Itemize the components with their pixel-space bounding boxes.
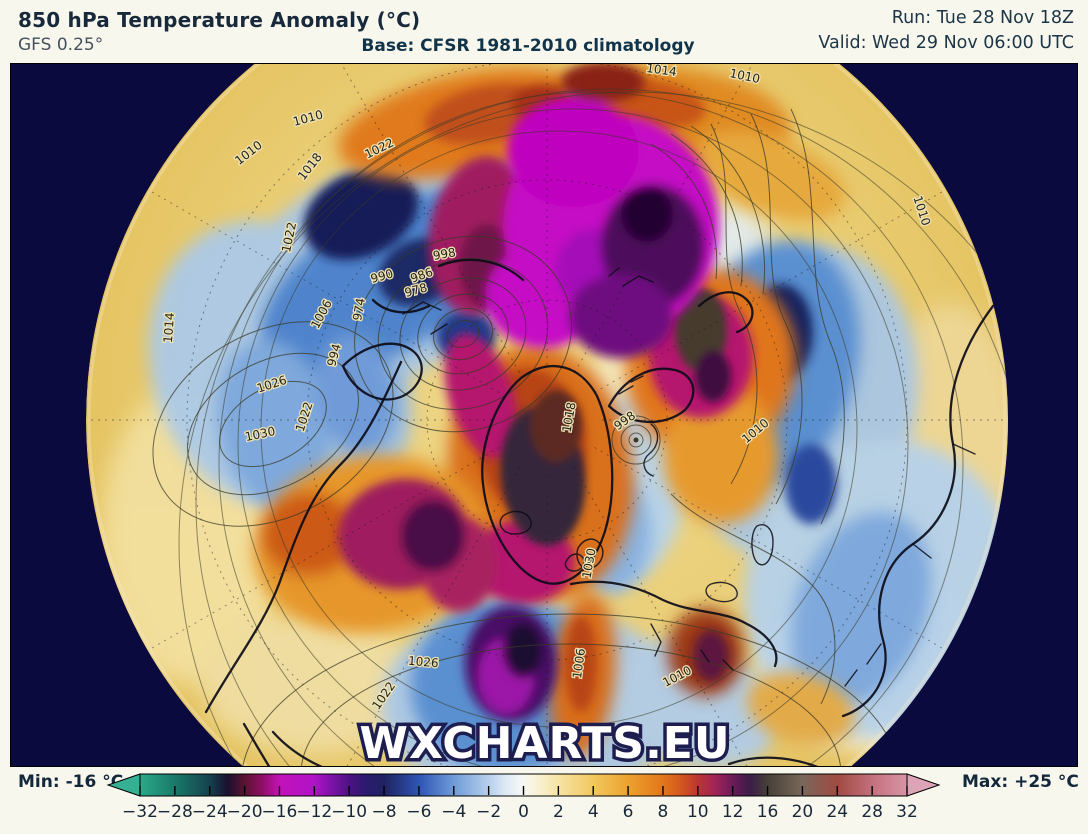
svg-text:10: 10 [687, 802, 709, 822]
svg-text:−6: −6 [406, 802, 431, 822]
globe-rim-glow [87, 64, 1007, 766]
svg-text:4: 4 [588, 802, 599, 822]
svg-text:−28: −28 [157, 802, 193, 822]
svg-text:−16: −16 [262, 802, 298, 822]
anomaly-cold-atlantic-purple [465, 606, 557, 722]
colorbar-tick-labels: −32−28−24−20−16−12−10 −8 −6 −4 −2 0 2 4 6 8 10 12 16… [122, 802, 918, 822]
svg-text:1014: 1014 [161, 312, 177, 343]
svg-text:998: 998 [432, 245, 457, 263]
coastlines [204, 258, 995, 766]
colorbar-right-arrow [906, 773, 941, 797]
model-label: GFS 0.25° [18, 35, 104, 55]
page-title: 850 hPa Temperature Anomaly (°C) [18, 8, 421, 32]
map-frame: 1014 1010 1010 1010 1018 1022 1022 1014 1006 1026… [10, 63, 1078, 767]
svg-text:−4: −4 [441, 802, 466, 822]
svg-text:0: 0 [518, 802, 529, 822]
colorbar-max-label: Max: +25 °C [962, 772, 1079, 792]
valid-label: Valid: Wed 29 Nov 06:00 UTC [818, 33, 1074, 53]
colorbar: −32−28−24−20−16−12−10 −8 −6 −4 −2 0 2 4 6 8 10 12 16… [106, 773, 941, 822]
pressure-contours [152, 88, 1008, 766]
svg-text:−10: −10 [331, 802, 367, 822]
svg-text:−8: −8 [372, 802, 397, 822]
svg-text:1006: 1006 [570, 647, 588, 679]
svg-text:−32: −32 [122, 802, 158, 822]
base-climatology-label: Base: CFSR 1981-2010 climatology [361, 36, 695, 56]
anomaly-cold-magenta-pool [485, 64, 719, 358]
svg-text:28: 28 [861, 802, 883, 822]
svg-text:32: 32 [896, 802, 918, 822]
svg-text:6: 6 [623, 802, 634, 822]
svg-text:16: 16 [757, 802, 779, 822]
svg-text:8: 8 [658, 802, 669, 822]
svg-text:2: 2 [553, 802, 564, 822]
svg-text:−24: −24 [192, 802, 228, 822]
svg-text:1030: 1030 [580, 547, 599, 580]
svg-text:−2: −2 [476, 802, 501, 822]
colorbar-left-arrow [106, 773, 141, 797]
colorbar-ticks [139, 786, 908, 795]
watermark: WXCHARTS.EU [359, 718, 730, 766]
svg-text:20: 20 [792, 802, 814, 822]
svg-text:−20: −20 [227, 802, 263, 822]
colorbar-min-label: Min: -16 °C [18, 772, 124, 792]
svg-text:24: 24 [826, 802, 848, 822]
svg-text:12: 12 [722, 802, 744, 822]
run-label: Run: Tue 28 Nov 18Z [891, 8, 1074, 28]
svg-text:974: 974 [350, 297, 368, 322]
svg-text:1018: 1018 [560, 401, 579, 434]
svg-text:−12: −12 [296, 802, 332, 822]
svg-text:1026: 1026 [408, 654, 440, 671]
anomaly-warm-darkcores [500, 288, 731, 546]
